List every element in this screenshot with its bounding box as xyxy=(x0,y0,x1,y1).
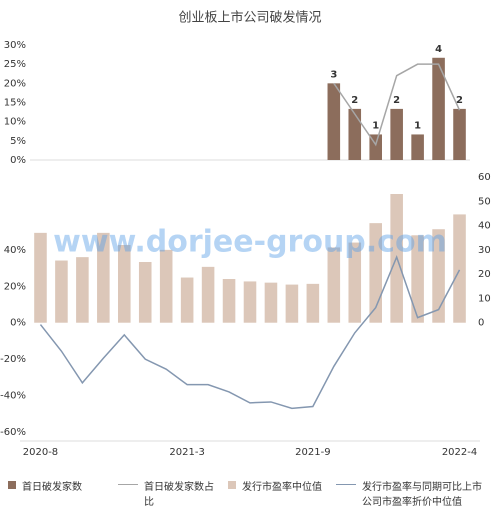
bar xyxy=(97,232,110,323)
bar xyxy=(369,223,382,323)
y2-tick-label: 40 xyxy=(478,221,491,232)
x-tick-label: 2022-4 xyxy=(442,447,477,458)
data-label: 1 xyxy=(372,120,379,131)
x-tick-label: 2021-9 xyxy=(295,447,330,458)
bar xyxy=(34,232,47,323)
y2-tick-label: 60 xyxy=(478,172,491,183)
legend-item: 发行市盈率中位值 xyxy=(228,478,333,493)
y-tick-label: 0% xyxy=(10,318,26,329)
bar xyxy=(348,242,362,323)
y-tick-label: 10% xyxy=(4,117,26,128)
bar xyxy=(76,257,89,323)
bar xyxy=(432,57,445,160)
y-tick-label: 15% xyxy=(4,98,26,109)
legend-swatch xyxy=(8,481,16,489)
x-tick-label: 2021-3 xyxy=(169,447,204,458)
legend-swatch xyxy=(228,481,236,489)
legend-label: 首日破发家数 xyxy=(22,482,82,493)
y-tick-label: -60% xyxy=(0,427,26,438)
bar xyxy=(390,108,403,160)
line xyxy=(333,63,461,147)
legend-label: 发行市盈率与同期可比上市公司市盈率折价中位值 xyxy=(362,482,482,508)
chart-title: 创业板上市公司破发情况 xyxy=(178,10,321,26)
data-label: 3 xyxy=(330,69,337,80)
legend-label: 发行市盈率中位值 xyxy=(242,482,322,493)
y2-tick-label: 20 xyxy=(478,269,491,280)
y-tick-label: -20% xyxy=(0,354,26,365)
bar xyxy=(118,245,131,323)
y-tick-label: 20% xyxy=(4,78,26,89)
y2-tick-label: 0 xyxy=(478,318,484,329)
y2-tick-label: 50 xyxy=(478,196,491,207)
bar xyxy=(432,229,445,323)
bar xyxy=(327,83,341,160)
y-tick-label: -40% xyxy=(0,391,26,402)
y-tick-label: 5% xyxy=(10,136,26,147)
bar xyxy=(411,134,424,160)
bar xyxy=(327,247,341,323)
line xyxy=(39,255,461,410)
data-label: 4 xyxy=(435,44,442,55)
y-tick-label: 30% xyxy=(4,40,26,51)
bar xyxy=(411,235,424,323)
legend-swatch xyxy=(118,484,138,485)
watermark: www.dorjee-group.com xyxy=(53,225,447,260)
data-label: 2 xyxy=(351,95,358,106)
bar xyxy=(222,279,236,323)
bar xyxy=(348,108,362,160)
bar xyxy=(55,260,68,323)
bar xyxy=(180,277,194,323)
x-tick-label: 2020-8 xyxy=(23,447,58,458)
y-tick-label: 20% xyxy=(4,281,26,292)
bar xyxy=(306,283,320,323)
y-tick-label: 25% xyxy=(4,59,26,70)
bar xyxy=(453,214,466,323)
legend-label: 首日破发家数占比 xyxy=(144,482,214,508)
bar xyxy=(285,284,299,323)
y2-tick-label: 10 xyxy=(478,293,491,304)
bar xyxy=(243,281,257,323)
bar xyxy=(201,266,215,323)
legend-item: 首日破发家数占比 xyxy=(118,478,223,508)
bar xyxy=(264,282,278,323)
bar xyxy=(138,262,152,323)
legend-item: 发行市盈率与同期可比上市公司市盈率折价中位值 xyxy=(336,478,491,508)
legend-item: 首日破发家数 xyxy=(8,478,113,493)
legend-swatch xyxy=(336,484,356,485)
bar xyxy=(159,249,173,323)
y-tick-label: 40% xyxy=(4,245,26,256)
data-label: 1 xyxy=(414,120,421,131)
y-tick-label: 0% xyxy=(10,155,26,166)
data-label: 2 xyxy=(393,95,400,106)
y2-tick-label: 30 xyxy=(478,245,491,256)
data-label: 2 xyxy=(456,95,463,106)
bar xyxy=(453,108,466,160)
chart: 创业板上市公司破发情况 0% 5% 10% 15% 20% 25% 30% 3 2 1 2 1 4 2 -6… xyxy=(0,10,491,459)
